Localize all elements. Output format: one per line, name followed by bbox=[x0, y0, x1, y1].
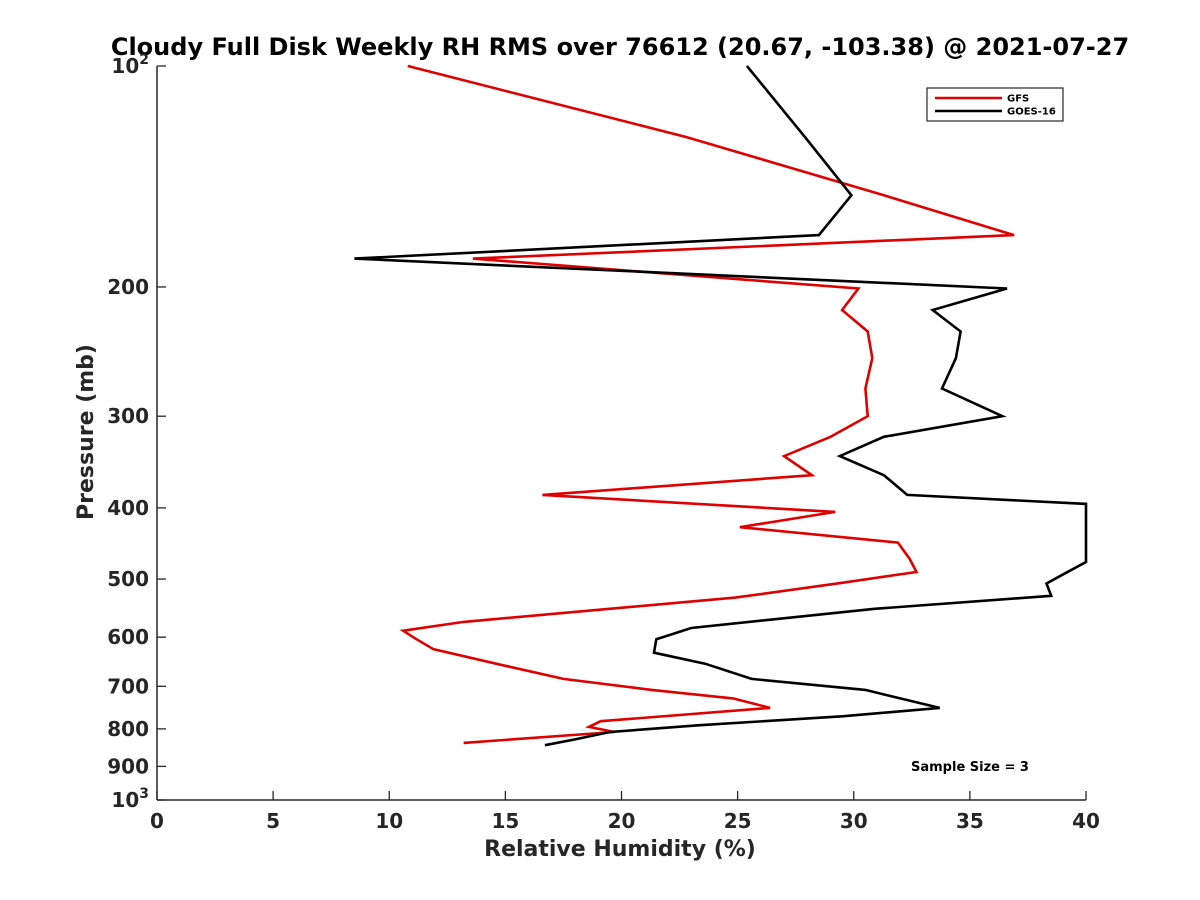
y-tick-label: 900 bbox=[107, 754, 149, 778]
y-tick-label: 103 bbox=[111, 786, 149, 812]
axes: 0 5 10 15 20 25 30 35 40 102 200 300 400 500 600 700 80… bbox=[107, 52, 1100, 833]
x-tick-label: 15 bbox=[491, 809, 519, 833]
legend: GFS GOES-16 bbox=[926, 87, 1064, 122]
legend-label-gfs: GFS bbox=[1007, 94, 1029, 105]
chart-title: Cloudy Full Disk Weekly RH RMS over 7661… bbox=[111, 33, 1129, 61]
plot-area bbox=[354, 64, 1088, 747]
y-axis-label: Pressure (mb) bbox=[74, 344, 99, 520]
x-tick-label: 5 bbox=[266, 809, 280, 833]
y-tick-label: 300 bbox=[107, 404, 149, 428]
y-tick-label: 500 bbox=[107, 567, 149, 591]
x-tick-label: 40 bbox=[1072, 809, 1100, 833]
x-axis-label: Relative Humidity (%) bbox=[484, 837, 756, 862]
y-tick-label: 600 bbox=[107, 625, 149, 649]
series-layer bbox=[354, 64, 1088, 747]
x-tick-label: 30 bbox=[840, 809, 868, 833]
y-tick-label: 102 bbox=[111, 52, 149, 78]
y-tick-label: 200 bbox=[107, 275, 149, 299]
x-tick-label: 20 bbox=[608, 809, 636, 833]
sample-size-annotation: Sample Size = 3 bbox=[911, 760, 1029, 775]
series-line-gfs bbox=[399, 64, 1015, 745]
x-tick-label: 10 bbox=[375, 809, 403, 833]
y-tick-label: 400 bbox=[107, 496, 149, 520]
legend-box bbox=[926, 87, 1064, 122]
x-tick-label: 25 bbox=[724, 809, 752, 833]
y-tick-label: 700 bbox=[107, 674, 149, 698]
x-axis-ticks: 0 5 10 15 20 25 30 35 40 bbox=[150, 791, 1100, 833]
y-tick-label: 800 bbox=[107, 717, 149, 741]
x-tick-label: 35 bbox=[956, 809, 984, 833]
y-axis-ticks: 102 200 300 400 500 600 700 800 900 103 bbox=[107, 52, 166, 812]
series-line-goes-16 bbox=[354, 65, 1088, 747]
x-tick-label: 0 bbox=[150, 809, 164, 833]
legend-label-goes-16: GOES-16 bbox=[1007, 107, 1056, 118]
